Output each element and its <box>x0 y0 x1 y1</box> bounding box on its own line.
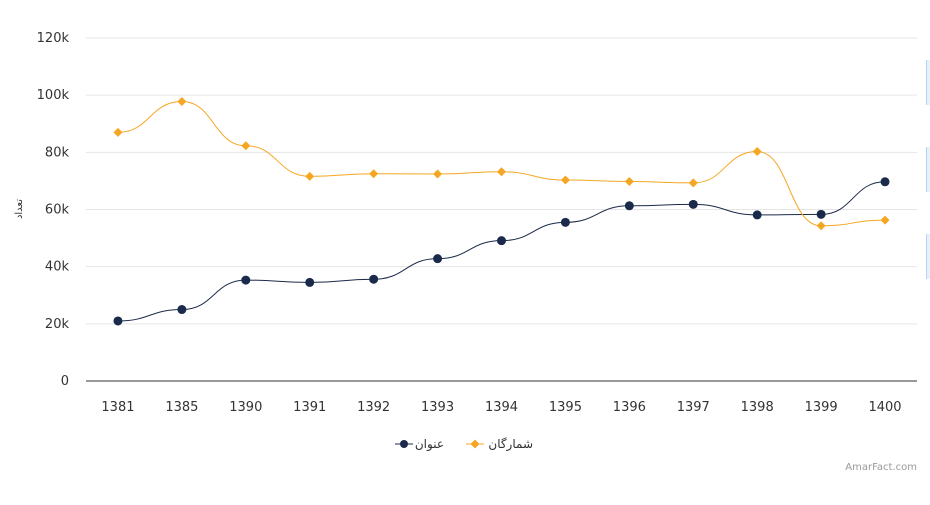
data-point-series-1[interactable] <box>624 201 634 211</box>
x-tick-label: 1396 <box>613 400 646 415</box>
y-tick-label: 0 <box>61 374 69 389</box>
x-tick-label: 1399 <box>805 400 838 415</box>
legend-label-series-2: شمارگان <box>488 437 533 452</box>
x-tick-label: 1381 <box>101 400 134 415</box>
x-tick-label: 1395 <box>549 400 582 415</box>
data-point-series-2[interactable] <box>113 127 123 137</box>
credit-label[interactable]: AmarFact.com <box>845 462 917 473</box>
data-point-series-1[interactable] <box>305 277 315 287</box>
x-tick-label: 1392 <box>357 400 390 415</box>
data-point-series-1[interactable] <box>241 275 251 285</box>
y-tick-label: 20k <box>45 317 70 332</box>
y-tick-label: 80k <box>45 145 70 160</box>
y-tick-label: 120k <box>37 31 70 46</box>
data-point-series-2[interactable] <box>880 215 890 225</box>
data-point-series-1[interactable] <box>816 209 826 219</box>
data-point-series-1[interactable] <box>497 236 506 246</box>
data-point-series-2[interactable] <box>369 169 379 179</box>
legend-item-series-1[interactable]: عنوان <box>395 437 444 452</box>
x-tick-label: 1400 <box>868 400 901 415</box>
x-tick-label: 1393 <box>421 400 454 415</box>
y-tick-label: 40k <box>45 260 70 275</box>
data-point-series-2[interactable] <box>816 221 826 231</box>
data-point-series-1[interactable] <box>177 305 187 315</box>
series-group <box>113 96 890 326</box>
data-point-series-2[interactable] <box>305 171 315 181</box>
data-point-series-1[interactable] <box>369 274 379 284</box>
data-point-series-1[interactable] <box>688 199 698 209</box>
gridlines <box>86 37 917 325</box>
data-point-series-1[interactable] <box>113 316 123 326</box>
series-line-1 <box>117 181 886 322</box>
data-point-series-1[interactable] <box>433 254 443 264</box>
x-tick-label: 1391 <box>293 400 326 415</box>
data-point-series-2[interactable] <box>752 146 762 156</box>
x-tick-label: 1390 <box>229 400 262 415</box>
x-tick-label: 1398 <box>741 400 774 415</box>
navigator-fragment-middle <box>926 147 930 192</box>
data-point-series-2[interactable] <box>560 175 570 185</box>
x-tick-label: 1385 <box>165 400 198 415</box>
y-axis-label: تعداد <box>14 199 25 219</box>
data-point-series-2[interactable] <box>624 176 634 186</box>
legend[interactable]: عنوان شمارگان <box>395 437 533 452</box>
data-point-series-2[interactable] <box>177 96 187 106</box>
navigator-fragment-bottom <box>926 234 930 279</box>
data-point-series-1[interactable] <box>880 177 890 187</box>
data-point-series-2[interactable] <box>688 178 698 188</box>
data-point-series-1[interactable] <box>752 210 762 220</box>
y-axis-ticks: 0 20k 40k 60k 80k 100k 120k <box>37 31 70 389</box>
y-tick-label: 100k <box>37 88 70 103</box>
series-line-2 <box>117 100 886 227</box>
data-point-series-2[interactable] <box>433 169 443 179</box>
x-tick-label: 1394 <box>485 400 518 415</box>
navigator-fragment-top <box>926 60 930 105</box>
legend-label-series-1: عنوان <box>415 437 444 452</box>
data-point-series-2[interactable] <box>497 167 506 177</box>
x-tick-label: 1397 <box>677 400 710 415</box>
legend-item-series-2[interactable]: شمارگان <box>466 437 533 452</box>
data-point-series-1[interactable] <box>560 217 570 227</box>
y-tick-label: 60k <box>45 203 70 218</box>
x-axis-ticks: 1381 1385 1390 1391 1392 1393 1394 1395 1396 1397… <box>101 400 901 415</box>
data-point-series-2[interactable] <box>241 141 251 151</box>
